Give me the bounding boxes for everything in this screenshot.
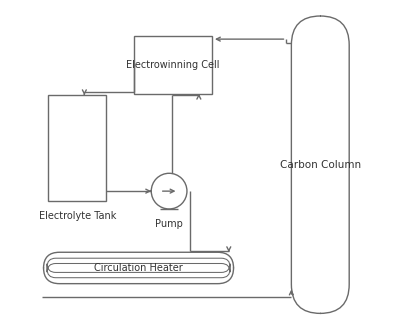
FancyBboxPatch shape: [292, 16, 349, 313]
Text: Circulation Heater: Circulation Heater: [94, 263, 183, 273]
Text: Carbon Column: Carbon Column: [280, 160, 361, 170]
Text: Pump: Pump: [155, 219, 183, 229]
Text: Electrolyte Tank: Electrolyte Tank: [39, 211, 116, 221]
Bar: [49, 95, 106, 201]
Circle shape: [151, 173, 187, 209]
Text: Electrowinning Cell: Electrowinning Cell: [126, 60, 220, 70]
Bar: [134, 36, 212, 94]
FancyBboxPatch shape: [44, 252, 233, 284]
